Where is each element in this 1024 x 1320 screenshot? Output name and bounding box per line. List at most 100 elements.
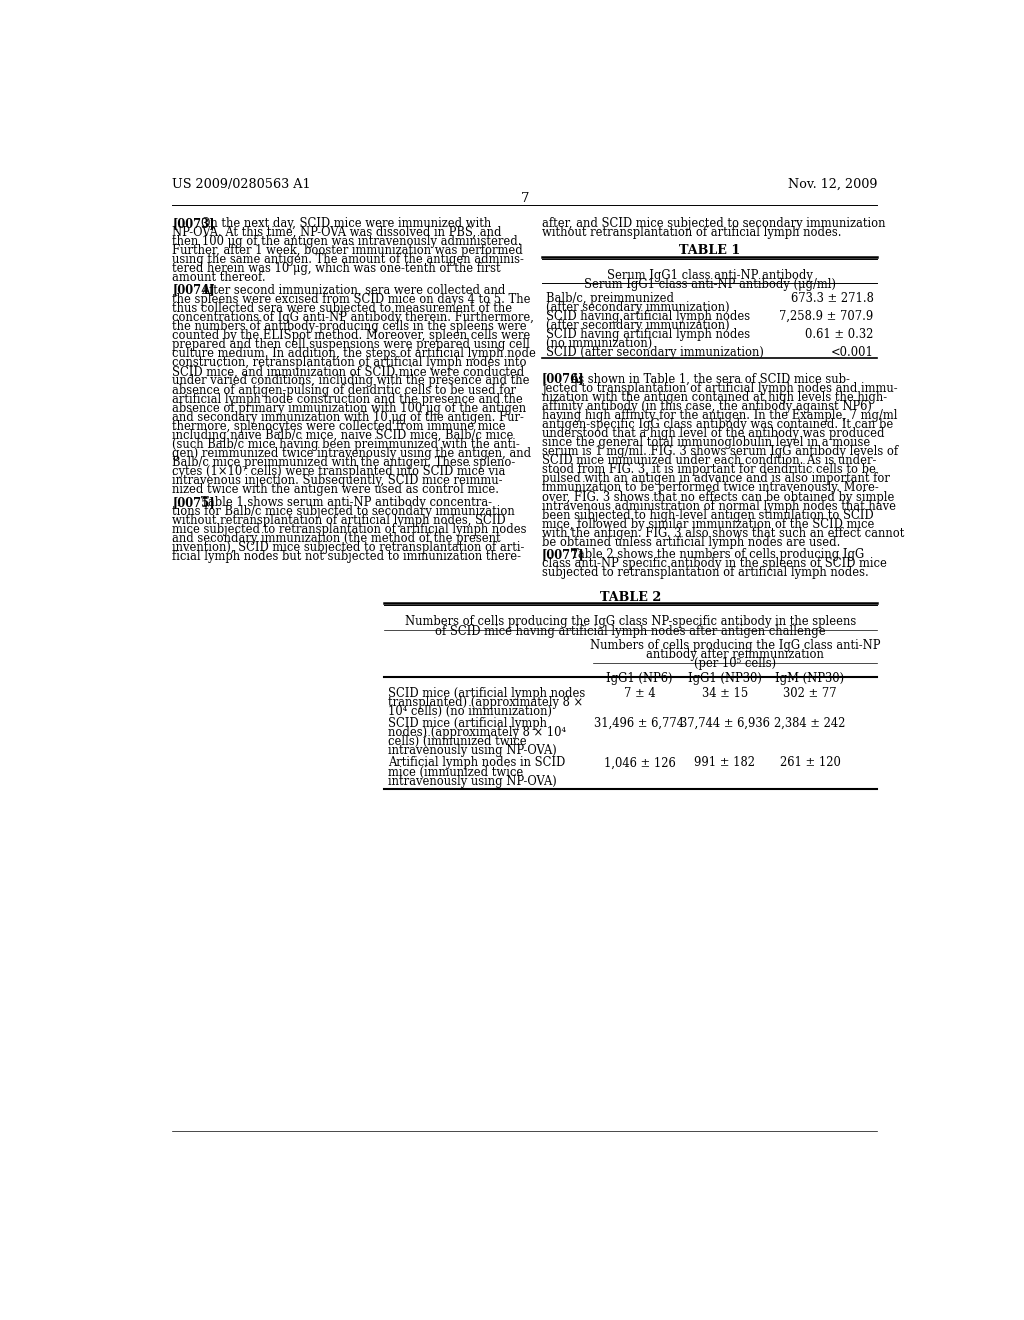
- Text: SCID mice, and immunization of SCID mice were conducted: SCID mice, and immunization of SCID mice…: [172, 366, 524, 379]
- Text: invention), SCID mice subjected to retransplantation of arti-: invention), SCID mice subjected to retra…: [172, 541, 524, 554]
- Text: mice (immunized twice: mice (immunized twice: [388, 766, 523, 779]
- Text: been subjected to high-level antigen stimulation to SCID: been subjected to high-level antigen sti…: [542, 508, 873, 521]
- Text: intravenous injection. Subsequently, SCID mice reimmu-: intravenous injection. Subsequently, SCI…: [172, 474, 503, 487]
- Text: (no immunization): (no immunization): [546, 338, 652, 350]
- Text: Balb/c, preimmunized: Balb/c, preimmunized: [546, 292, 674, 305]
- Text: affinity antibody (in this case, the antibody against NP6): affinity antibody (in this case, the ant…: [542, 400, 871, 413]
- Text: <0.001: <0.001: [830, 346, 873, 359]
- Text: class anti-NP specific antibody in the spleens of SCID mice: class anti-NP specific antibody in the s…: [542, 557, 887, 570]
- Text: pulsed with an antigen in advance and is also important for: pulsed with an antigen in advance and is…: [542, 473, 890, 486]
- Text: (after secondary immunization): (after secondary immunization): [546, 301, 729, 314]
- Text: 31,496 ± 6,774: 31,496 ± 6,774: [595, 717, 684, 730]
- Text: cells) (immunized twice: cells) (immunized twice: [388, 735, 526, 748]
- Text: with the antigen. FIG. 3 also shows that such an effect cannot: with the antigen. FIG. 3 also shows that…: [542, 527, 904, 540]
- Text: and secondary immunization (the method of the present: and secondary immunization (the method o…: [172, 532, 501, 545]
- Text: tions for Balb/c mice subjected to secondary immunization: tions for Balb/c mice subjected to secon…: [172, 504, 515, 517]
- Text: be obtained unless artificial lymph nodes are used.: be obtained unless artificial lymph node…: [542, 536, 841, 549]
- Text: over, FIG. 3 shows that no effects can be obtained by simple: over, FIG. 3 shows that no effects can b…: [542, 491, 894, 503]
- Text: artificial lymph node construction and the presence and the: artificial lymph node construction and t…: [172, 392, 523, 405]
- Text: nization with the antigen contained at high levels the high-: nization with the antigen contained at h…: [542, 391, 887, 404]
- Text: Numbers of cells producing the IgG class NP-specific antibody in the spleens: Numbers of cells producing the IgG class…: [404, 615, 856, 628]
- Text: SCID having artificial lymph nodes: SCID having artificial lymph nodes: [546, 310, 750, 323]
- Text: Serum IgG1 class anti-NP antibody: Serum IgG1 class anti-NP antibody: [606, 269, 813, 282]
- Text: including naive Balb/c mice, naive SCID mice, Balb/c mice: including naive Balb/c mice, naive SCID …: [172, 429, 514, 442]
- Text: On the next day, SCID mice were immunized with: On the next day, SCID mice were immunize…: [201, 216, 492, 230]
- Text: intravenously using NP-OVA): intravenously using NP-OVA): [388, 744, 556, 758]
- Text: mice, followed by similar immunization of the SCID mice: mice, followed by similar immunization o…: [542, 517, 874, 531]
- Text: Nov. 12, 2009: Nov. 12, 2009: [787, 178, 878, 190]
- Text: 991 ± 182: 991 ± 182: [694, 756, 756, 770]
- Text: Balb/c mice preimmunized with the antigen. These spleno-: Balb/c mice preimmunized with the antige…: [172, 457, 515, 469]
- Text: SCID (after secondary immunization): SCID (after secondary immunization): [546, 346, 764, 359]
- Text: As shown in Table 1, the sera of SCID mice sub-: As shown in Table 1, the sera of SCID mi…: [570, 372, 850, 385]
- Text: then 100 μg of the antigen was intravenously administered.: then 100 μg of the antigen was intraveno…: [172, 235, 521, 248]
- Text: IgG1 (NP30): IgG1 (NP30): [688, 672, 762, 685]
- Text: Table 2 shows the numbers of cells producing IgG: Table 2 shows the numbers of cells produ…: [570, 548, 864, 561]
- Text: immunization to be performed twice intravenously. More-: immunization to be performed twice intra…: [542, 482, 879, 495]
- Text: having high affinity for the antigen. In the Example, 7 mg/ml: having high affinity for the antigen. In…: [542, 409, 897, 422]
- Text: Artificial lymph nodes in SCID: Artificial lymph nodes in SCID: [388, 756, 565, 770]
- Text: (such Balb/c mice having been preimmunized with the anti-: (such Balb/c mice having been preimmuniz…: [172, 438, 520, 451]
- Text: Serum IgG1 class anti-NP antibody (μg/ml): Serum IgG1 class anti-NP antibody (μg/ml…: [584, 279, 836, 290]
- Text: serum is 1 mg/ml. FIG. 3 shows serum IgG antibody levels of: serum is 1 mg/ml. FIG. 3 shows serum IgG…: [542, 445, 898, 458]
- Text: 7,258.9 ± 707.9: 7,258.9 ± 707.9: [779, 310, 873, 323]
- Text: stood from FIG. 3, it is important for dendritic cells to be: stood from FIG. 3, it is important for d…: [542, 463, 876, 477]
- Text: culture medium. In addition, the steps of artificial lymph node: culture medium. In addition, the steps o…: [172, 347, 536, 360]
- Text: (after secondary immunization): (after secondary immunization): [546, 319, 729, 333]
- Text: SCID mice immunized under each condition. As is under-: SCID mice immunized under each condition…: [542, 454, 877, 467]
- Text: 34 ± 15: 34 ± 15: [701, 686, 748, 700]
- Text: Numbers of cells producing the IgG class anti-NP: Numbers of cells producing the IgG class…: [590, 639, 881, 652]
- Text: without retransplantation of artificial lymph nodes.: without retransplantation of artificial …: [542, 226, 842, 239]
- Text: cytes (1×10⁷ cells) were transplanted into SCID mice via: cytes (1×10⁷ cells) were transplanted in…: [172, 466, 506, 478]
- Text: [0073]: [0073]: [172, 216, 215, 230]
- Text: amount thereof.: amount thereof.: [172, 272, 266, 284]
- Text: tered herein was 10 μg, which was one-tenth of the first: tered herein was 10 μg, which was one-te…: [172, 263, 501, 276]
- Text: nized twice with the antigen were used as control mice.: nized twice with the antigen were used a…: [172, 483, 499, 496]
- Text: gen) reimmunized twice intravenously using the antigen, and: gen) reimmunized twice intravenously usi…: [172, 447, 531, 461]
- Text: mice subjected to retransplantation of artificial lymph nodes: mice subjected to retransplantation of a…: [172, 523, 526, 536]
- Text: 7: 7: [520, 191, 529, 205]
- Text: [0075]: [0075]: [172, 495, 215, 508]
- Text: TABLE 1: TABLE 1: [679, 244, 740, 257]
- Text: antibody after reimmunization: antibody after reimmunization: [646, 648, 824, 661]
- Text: IgG1 (NP6): IgG1 (NP6): [606, 672, 673, 685]
- Text: After second immunization, sera were collected and: After second immunization, sera were col…: [201, 284, 505, 297]
- Text: 2,384 ± 242: 2,384 ± 242: [774, 717, 846, 730]
- Text: and secondary immunization with 10 μg of the antigen. Fur-: and secondary immunization with 10 μg of…: [172, 411, 524, 424]
- Text: 7 ± 4: 7 ± 4: [624, 686, 655, 700]
- Text: 673.3 ± 271.8: 673.3 ± 271.8: [791, 292, 873, 305]
- Text: the numbers of antibody-producing cells in the spleens were: the numbers of antibody-producing cells …: [172, 319, 526, 333]
- Text: IgM (NP30): IgM (NP30): [775, 672, 845, 685]
- Text: the spleens were excised from SCID mice on days 4 to 5. The: the spleens were excised from SCID mice …: [172, 293, 530, 306]
- Text: using the same antigen. The amount of the antigen adminis-: using the same antigen. The amount of th…: [172, 253, 524, 267]
- Text: ficial lymph nodes but not subjected to immunization there-: ficial lymph nodes but not subjected to …: [172, 550, 521, 564]
- Text: transplanted) (approximately 8 ×: transplanted) (approximately 8 ×: [388, 696, 583, 709]
- Text: intravenous administration of normal lymph nodes that have: intravenous administration of normal lym…: [542, 500, 896, 512]
- Text: Table 1 shows serum anti-NP antibody concentra-: Table 1 shows serum anti-NP antibody con…: [201, 495, 492, 508]
- Text: 1,046 ± 126: 1,046 ± 126: [603, 756, 676, 770]
- Text: concentrations of IgG anti-NP antibody therein. Furthermore,: concentrations of IgG anti-NP antibody t…: [172, 310, 535, 323]
- Text: of SCID mice having artificial lymph nodes after antigen challenge: of SCID mice having artificial lymph nod…: [435, 624, 826, 638]
- Text: under varied conditions, including with the presence and the: under varied conditions, including with …: [172, 375, 529, 388]
- Text: since the general total immunoglobulin level in a mouse: since the general total immunoglobulin l…: [542, 436, 870, 449]
- Text: understood that a high level of the antibody was produced: understood that a high level of the anti…: [542, 426, 885, 440]
- Text: 302 ± 77: 302 ± 77: [783, 686, 837, 700]
- Text: TABLE 2: TABLE 2: [600, 591, 662, 603]
- Text: [0074]: [0074]: [172, 284, 215, 297]
- Text: without retransplantation of artificial lymph nodes, SCID: without retransplantation of artificial …: [172, 513, 506, 527]
- Text: NP-OVA. At this time, NP-OVA was dissolved in PBS, and: NP-OVA. At this time, NP-OVA was dissolv…: [172, 226, 502, 239]
- Text: prepared and then cell suspensions were prepared using cell: prepared and then cell suspensions were …: [172, 338, 530, 351]
- Text: Further, after 1 week, booster immunization was performed: Further, after 1 week, booster immunizat…: [172, 244, 523, 257]
- Text: after, and SCID mice subjected to secondary immunization: after, and SCID mice subjected to second…: [542, 216, 886, 230]
- Text: SCID mice (artificial lymph nodes: SCID mice (artificial lymph nodes: [388, 686, 585, 700]
- Text: 261 ± 120: 261 ± 120: [779, 756, 841, 770]
- Text: thus collected sera were subjected to measurement of the: thus collected sera were subjected to me…: [172, 302, 512, 314]
- Text: [0077]: [0077]: [542, 548, 585, 561]
- Text: absence of primary immunization with 100 μg of the antigen: absence of primary immunization with 100…: [172, 401, 526, 414]
- Text: SCID mice (artificial lymph: SCID mice (artificial lymph: [388, 717, 547, 730]
- Text: 0.61 ± 0.32: 0.61 ± 0.32: [805, 329, 873, 342]
- Text: (per 10⁵ cells): (per 10⁵ cells): [694, 657, 776, 671]
- Text: counted by the ELISpot method. Moreover, spleen cells were: counted by the ELISpot method. Moreover,…: [172, 329, 530, 342]
- Text: jected to transplantation of artificial lymph nodes and immu-: jected to transplantation of artificial …: [542, 381, 897, 395]
- Text: construction, retransplantation of artificial lymph nodes into: construction, retransplantation of artif…: [172, 356, 526, 370]
